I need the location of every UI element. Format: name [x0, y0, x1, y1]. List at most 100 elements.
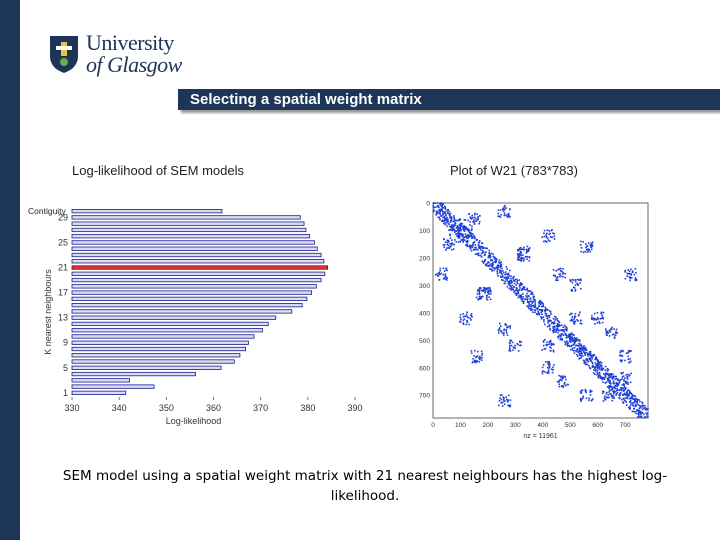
nonzero-dot — [443, 243, 446, 246]
nonzero-dot — [483, 247, 485, 249]
nonzero-dot — [636, 409, 638, 411]
nonzero-dot — [447, 208, 449, 211]
nonzero-dot — [618, 394, 620, 397]
nonzero-dot — [532, 293, 534, 296]
nonzero-dot — [538, 303, 540, 305]
nonzero-dot — [635, 412, 637, 415]
nonzero-dot — [619, 351, 621, 354]
nonzero-dot — [626, 376, 629, 379]
nonzero-dot — [573, 339, 576, 342]
nonzero-dot — [516, 258, 519, 261]
nonzero-dot — [506, 326, 508, 329]
nonzero-dot — [523, 258, 525, 261]
nonzero-dot — [520, 246, 522, 249]
nonzero-dot — [600, 368, 602, 371]
nonzero-dot — [589, 351, 591, 353]
nonzero-dot — [528, 301, 530, 304]
nonzero-dot — [526, 258, 528, 260]
nonzero-dot — [628, 374, 631, 377]
nonzero-dot — [474, 360, 477, 362]
nonzero-dot — [436, 202, 439, 204]
slide-title: Selecting a spatial weight matrix — [190, 91, 422, 108]
nonzero-dot — [482, 262, 485, 264]
nonzero-dot — [637, 403, 640, 406]
nonzero-dot — [602, 400, 605, 402]
bar-13 — [71, 315, 277, 320]
nonzero-dot — [584, 250, 587, 253]
nonzero-dot — [573, 318, 575, 320]
nonzero-dot — [562, 375, 564, 377]
nonzero-dot — [637, 416, 639, 418]
nonzero-dot — [630, 350, 632, 352]
nonzero-dot — [560, 329, 562, 331]
nonzero-dot — [549, 341, 551, 344]
nonzero-dot — [485, 287, 488, 289]
nonzero-dot — [492, 263, 494, 266]
nonzero-dot — [519, 287, 521, 289]
nonzero-dot — [549, 329, 552, 331]
bar-7 — [71, 353, 241, 358]
nonzero-dot — [632, 402, 634, 404]
nonzero-dot — [585, 397, 588, 399]
nonzero-dot — [513, 290, 516, 292]
nonzero-dot — [544, 371, 546, 373]
nonzero-dot — [518, 285, 521, 287]
nonzero-dot — [582, 251, 585, 254]
nonzero-dot — [596, 316, 599, 319]
nonzero-dot — [624, 400, 627, 402]
nonzero-dot — [520, 297, 522, 299]
nonzero-dot — [494, 267, 497, 270]
nonzero-dot — [570, 345, 572, 348]
nonzero-dot — [569, 345, 571, 347]
nonzero-dot — [507, 277, 510, 280]
nonzero-dot — [537, 312, 540, 314]
nonzero-dot — [622, 383, 625, 385]
nonzero-dot — [504, 324, 507, 326]
nonzero-dot — [635, 272, 637, 274]
nonzero-dot — [437, 272, 440, 275]
nonzero-dot — [518, 253, 521, 256]
nonzero-dot — [511, 281, 513, 283]
nonzero-dot — [518, 294, 521, 297]
nonzero-dot — [599, 361, 602, 363]
nonzero-dot — [626, 275, 628, 277]
nonzero-dot — [622, 397, 625, 400]
nonzero-dot — [507, 326, 509, 328]
nonzero-dot — [461, 235, 463, 237]
nonzero-dot — [628, 276, 631, 278]
nonzero-dot — [612, 373, 614, 375]
nonzero-dot — [576, 353, 578, 356]
nonzero-dot — [542, 304, 545, 306]
nonzero-dot — [541, 370, 544, 373]
nonzero-dot — [447, 244, 450, 247]
x-tick-label: 300 — [510, 422, 521, 429]
nonzero-dot — [488, 251, 490, 254]
nonzero-dot — [444, 223, 447, 226]
nonzero-dot — [493, 256, 495, 259]
nonzero-dot — [585, 245, 588, 248]
nonzero-dot — [609, 389, 611, 392]
nonzero-dot — [531, 302, 533, 304]
nonzero-dot — [458, 236, 460, 238]
nonzero-dot — [473, 216, 476, 219]
nonzero-dot — [535, 307, 538, 310]
nonzero-dot — [503, 397, 505, 399]
nonzero-dot — [443, 212, 446, 214]
nonzero-dot — [561, 332, 563, 335]
nonzero-dot — [509, 348, 511, 350]
nonzero-dot — [472, 357, 474, 360]
nonzero-dot — [459, 232, 461, 235]
nonzero-dot — [509, 285, 511, 287]
nonzero-dot — [563, 330, 565, 333]
nonzero-dot — [609, 373, 612, 375]
nonzero-dot — [468, 213, 471, 215]
nonzero-dot — [505, 277, 508, 280]
nonzero-dot — [582, 349, 584, 351]
nonzero-dot — [540, 305, 543, 308]
nonzero-dot — [628, 270, 631, 273]
nonzero-dot — [612, 382, 614, 384]
nonzero-dot — [441, 207, 443, 209]
nonzero-dot — [474, 212, 476, 215]
nonzero-dot — [598, 368, 601, 370]
nonzero-dot — [445, 247, 448, 249]
